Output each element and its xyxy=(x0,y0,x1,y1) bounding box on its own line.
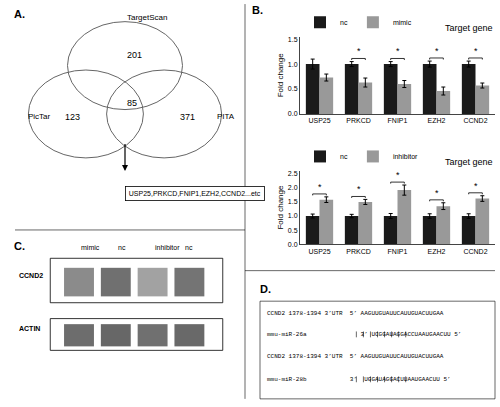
svg-text:D.: D. xyxy=(260,283,271,295)
svg-text:USP25: USP25 xyxy=(308,117,330,124)
svg-text:0.0: 0.0 xyxy=(288,241,298,248)
svg-text:0.0: 0.0 xyxy=(288,110,298,117)
svg-text:123: 123 xyxy=(65,112,80,122)
svg-text:USP25,PRKCD,FNIP1,EZH2,CCND2..: USP25,PRKCD,FNIP1,EZH2,CCND2...etc xyxy=(129,190,261,197)
svg-text:2.0: 2.0 xyxy=(288,184,298,191)
svg-text:mmu-miR-28b 3’ UGG: mmu-miR-28b 3’ UGGAUAGGACUUAAUGAACUU 5’ xyxy=(267,376,451,383)
svg-text:CCND2: CCND2 xyxy=(463,117,487,124)
svg-text:*: * xyxy=(396,170,400,180)
svg-text:EZH2: EZH2 xyxy=(428,117,446,124)
svg-text:1.0: 1.0 xyxy=(288,61,298,68)
svg-text:2.5: 2.5 xyxy=(288,170,298,177)
svg-text:*: * xyxy=(396,46,400,56)
svg-text:mmu-miR-26a 3’ U: mmu-miR-26a 3’ UCGGAUAGGACCUAAUGAACUU 5’ xyxy=(267,331,461,338)
svg-text:371: 371 xyxy=(180,112,195,122)
svg-text:PITA: PITA xyxy=(217,112,235,121)
svg-text:USP25: USP25 xyxy=(308,248,330,255)
svg-text:A.: A. xyxy=(14,8,25,20)
svg-text:*: * xyxy=(474,46,478,56)
svg-text:*: * xyxy=(318,182,322,192)
svg-text:CCND2: CCND2 xyxy=(463,248,487,255)
svg-text:EZH2: EZH2 xyxy=(428,248,446,255)
svg-text:FNIP1: FNIP1 xyxy=(388,248,408,255)
svg-text:PRKCD: PRKCD xyxy=(346,248,371,255)
svg-text:mimic: mimic xyxy=(81,244,100,251)
svg-text:nc: nc xyxy=(340,153,348,160)
svg-text:*: * xyxy=(435,46,439,56)
svg-text:PRKCD: PRKCD xyxy=(346,117,371,124)
svg-text:Target gene: Target gene xyxy=(445,157,493,167)
svg-text:Target gene: Target gene xyxy=(445,23,493,33)
svg-text:C.: C. xyxy=(14,240,25,252)
svg-text:Fold change: Fold change xyxy=(276,53,285,98)
svg-text:PicTar: PicTar xyxy=(28,112,51,121)
svg-text:mimic: mimic xyxy=(393,19,412,26)
svg-text:85: 85 xyxy=(127,98,137,108)
svg-text:CCND2 1378-1394 3’UTR 5’ AAGU: CCND2 1378-1394 3’UTR 5’ AAGUUGUAUUCAUUG… xyxy=(267,310,444,317)
svg-text:Fold change: Fold change xyxy=(276,185,285,230)
svg-text:*: * xyxy=(357,184,361,194)
svg-text:0.5: 0.5 xyxy=(288,227,298,234)
svg-text:1.0: 1.0 xyxy=(288,212,298,219)
svg-text:inhibitor: inhibitor xyxy=(155,244,180,251)
svg-text:*: * xyxy=(474,181,478,191)
svg-text:ACTIN: ACTIN xyxy=(19,325,40,332)
svg-text:*: * xyxy=(357,46,361,56)
svg-text:TargetScan: TargetScan xyxy=(127,13,167,22)
svg-text:*: * xyxy=(435,188,439,198)
svg-text:1.5: 1.5 xyxy=(288,198,298,205)
svg-text:0.5: 0.5 xyxy=(288,85,298,92)
svg-text:1.5: 1.5 xyxy=(288,36,298,43)
svg-text:nc: nc xyxy=(185,244,193,251)
svg-text:inhibitor: inhibitor xyxy=(393,153,418,160)
svg-text:FNIP1: FNIP1 xyxy=(388,117,408,124)
svg-text:CCND2: CCND2 xyxy=(19,272,43,279)
svg-text:nc: nc xyxy=(118,244,126,251)
svg-text:nc: nc xyxy=(340,19,348,26)
svg-text:B.: B. xyxy=(252,4,263,16)
svg-text:201: 201 xyxy=(127,50,142,60)
svg-text:CCND2 1378-1394 3’UTR 5’ AAGU: CCND2 1378-1394 3’UTR 5’ AAGUUGUAUUCAUUG… xyxy=(267,353,444,360)
